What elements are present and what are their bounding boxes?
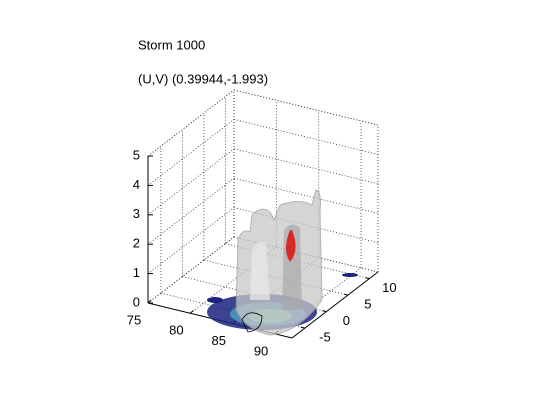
z-tick-label: 2 — [133, 236, 140, 251]
y-tick-label: 10 — [382, 280, 396, 295]
grid-line — [147, 148, 235, 216]
x-tick-label: 75 — [127, 312, 141, 327]
chart-title: Storm 1000 — [138, 37, 205, 52]
grid-line — [147, 119, 235, 186]
x-tick-label: 80 — [169, 323, 183, 338]
z-tick-label: 3 — [133, 206, 140, 221]
isosurface-core — [286, 230, 296, 262]
y-tick-label: 5 — [364, 297, 371, 312]
isosurface-highlight — [250, 242, 270, 300]
grid-line — [203, 259, 348, 296]
tick-mark — [300, 326, 306, 329]
z-tick-label: 5 — [133, 147, 140, 162]
base-blob — [207, 297, 223, 303]
y-axis — [291, 271, 379, 339]
isosurfaces — [207, 189, 358, 336]
grid-line — [233, 177, 379, 214]
contour — [241, 312, 263, 333]
y-tick-label: 0 — [343, 313, 350, 328]
tick-mark — [189, 309, 194, 314]
tick-mark — [343, 293, 349, 296]
z-tick-label: 4 — [133, 177, 140, 192]
tick-mark — [147, 299, 152, 304]
z-tick-label: 0 — [133, 294, 140, 309]
grid-line — [147, 89, 235, 157]
grid-line — [233, 89, 379, 126]
grid-line — [147, 177, 235, 245]
base-blob — [342, 273, 358, 277]
grid-line — [147, 236, 235, 304]
y-tick-label: -5 — [319, 330, 331, 345]
tick-mark — [365, 277, 370, 280]
grid-line — [233, 119, 379, 155]
tick-mark — [322, 310, 327, 313]
grid-line — [233, 148, 379, 185]
chart-subtitle: (U,V) (0.39944,-1.993) — [138, 71, 268, 86]
z-tick-label: 1 — [133, 265, 140, 280]
grid-line — [147, 207, 235, 274]
x-tick-label: 90 — [254, 343, 268, 358]
x-tick-label: 85 — [211, 333, 225, 348]
